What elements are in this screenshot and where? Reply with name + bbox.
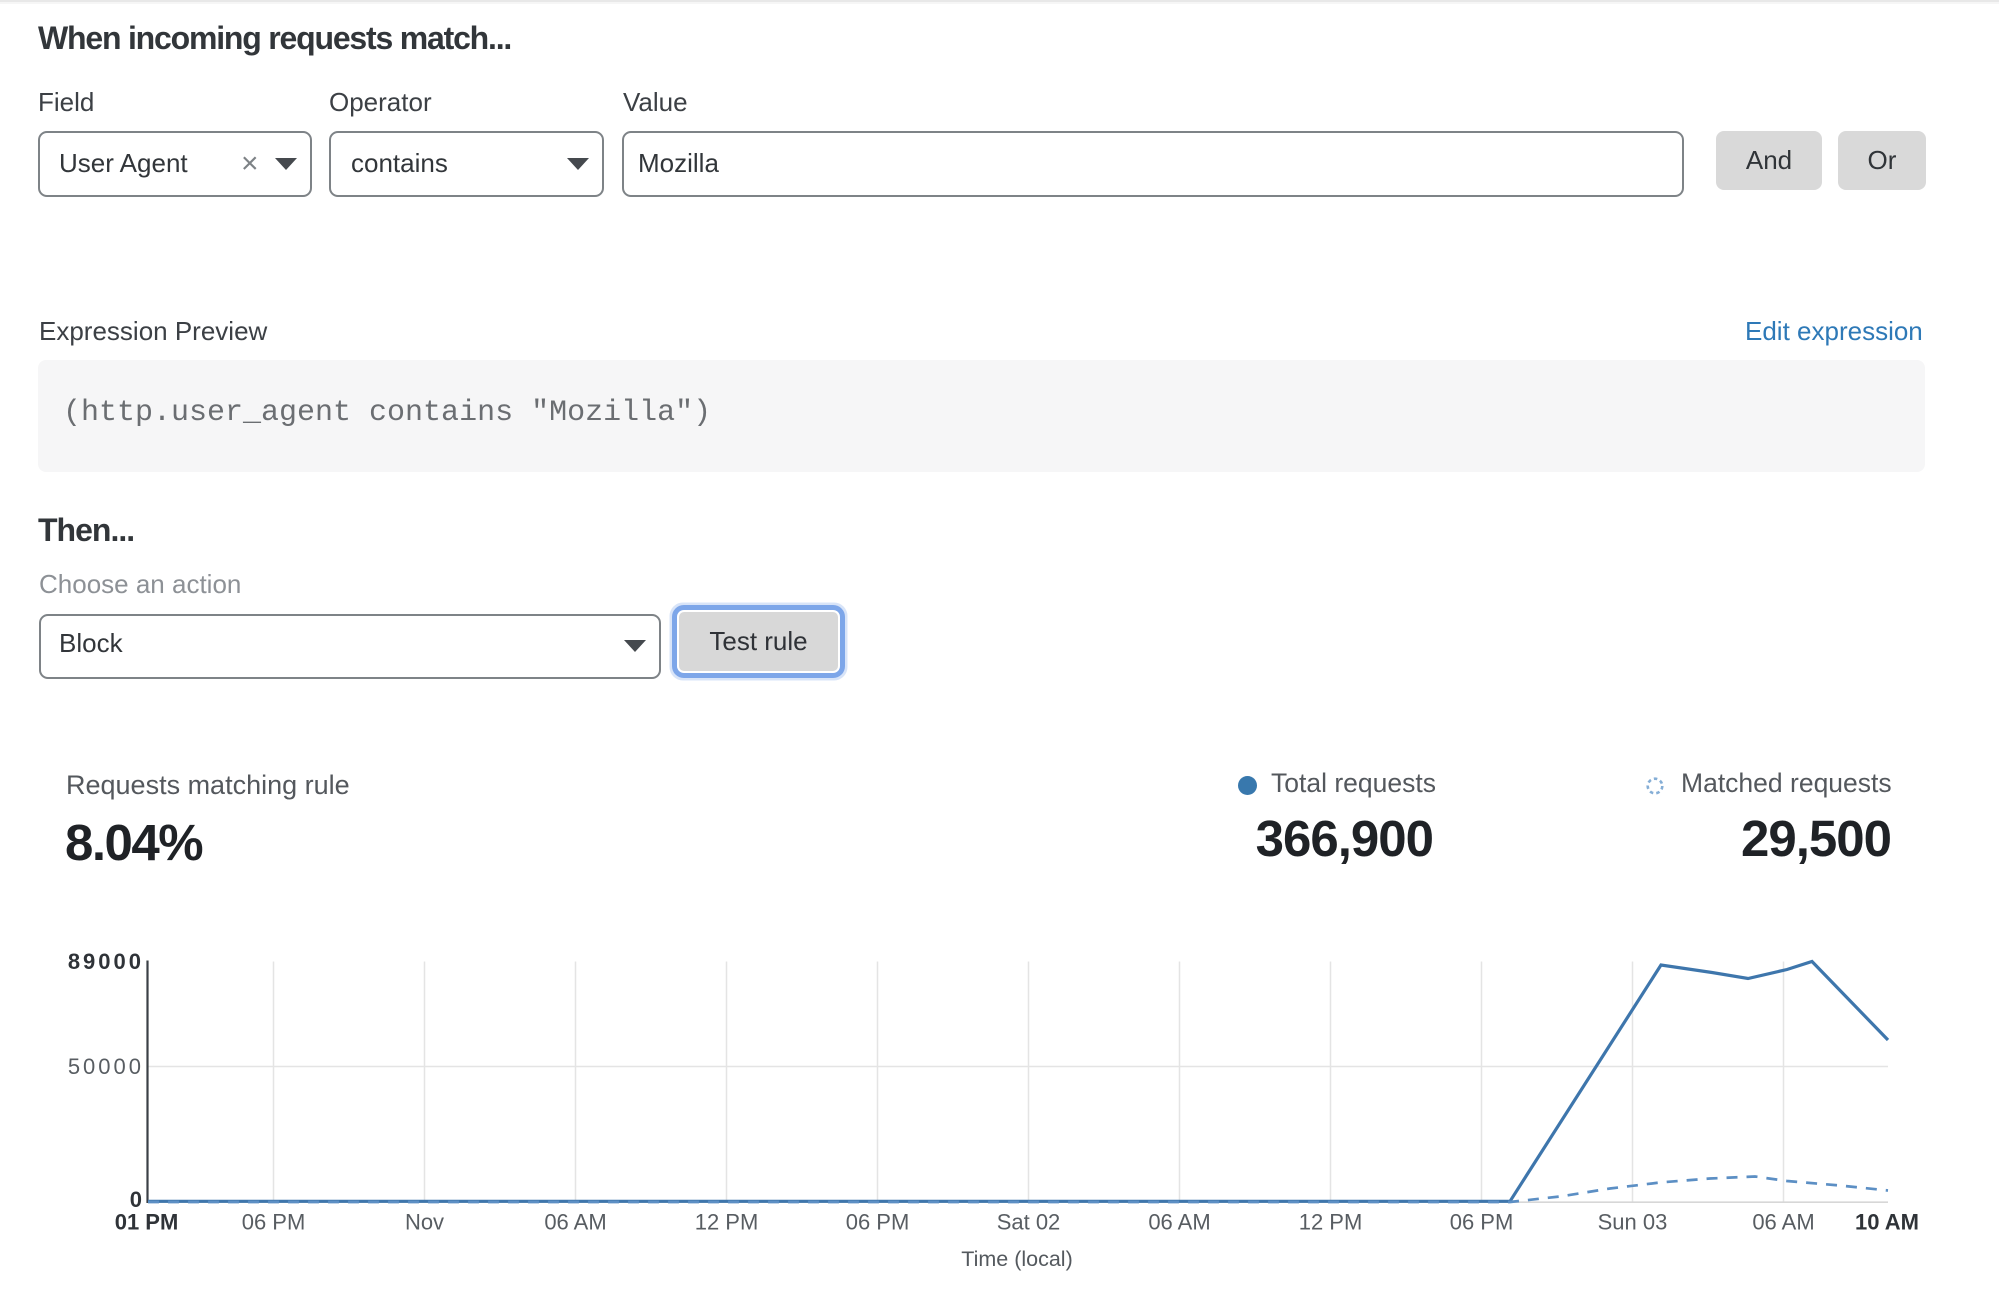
svg-text:06 AM: 06 AM xyxy=(1752,1210,1814,1235)
svg-text:06 PM: 06 PM xyxy=(242,1210,306,1235)
svg-text:01 PM: 01 PM xyxy=(115,1210,179,1235)
svg-text:Sun 03: Sun 03 xyxy=(1598,1210,1668,1235)
svg-text:0: 0 xyxy=(130,1187,142,1212)
svg-text:12 PM: 12 PM xyxy=(695,1210,759,1235)
svg-text:06 AM: 06 AM xyxy=(544,1210,606,1235)
svg-text:06 AM: 06 AM xyxy=(1148,1210,1210,1235)
svg-text:Time (local): Time (local) xyxy=(961,1247,1073,1271)
svg-text:12 PM: 12 PM xyxy=(1299,1210,1363,1235)
svg-text:Nov: Nov xyxy=(405,1210,444,1235)
svg-text:06 PM: 06 PM xyxy=(846,1210,910,1235)
svg-text:50000: 50000 xyxy=(68,1054,144,1079)
svg-text:06 PM: 06 PM xyxy=(1450,1210,1514,1235)
svg-text:Sat 02: Sat 02 xyxy=(997,1210,1061,1235)
svg-text:10 AM: 10 AM xyxy=(1855,1210,1919,1235)
svg-text:89000: 89000 xyxy=(68,949,144,974)
